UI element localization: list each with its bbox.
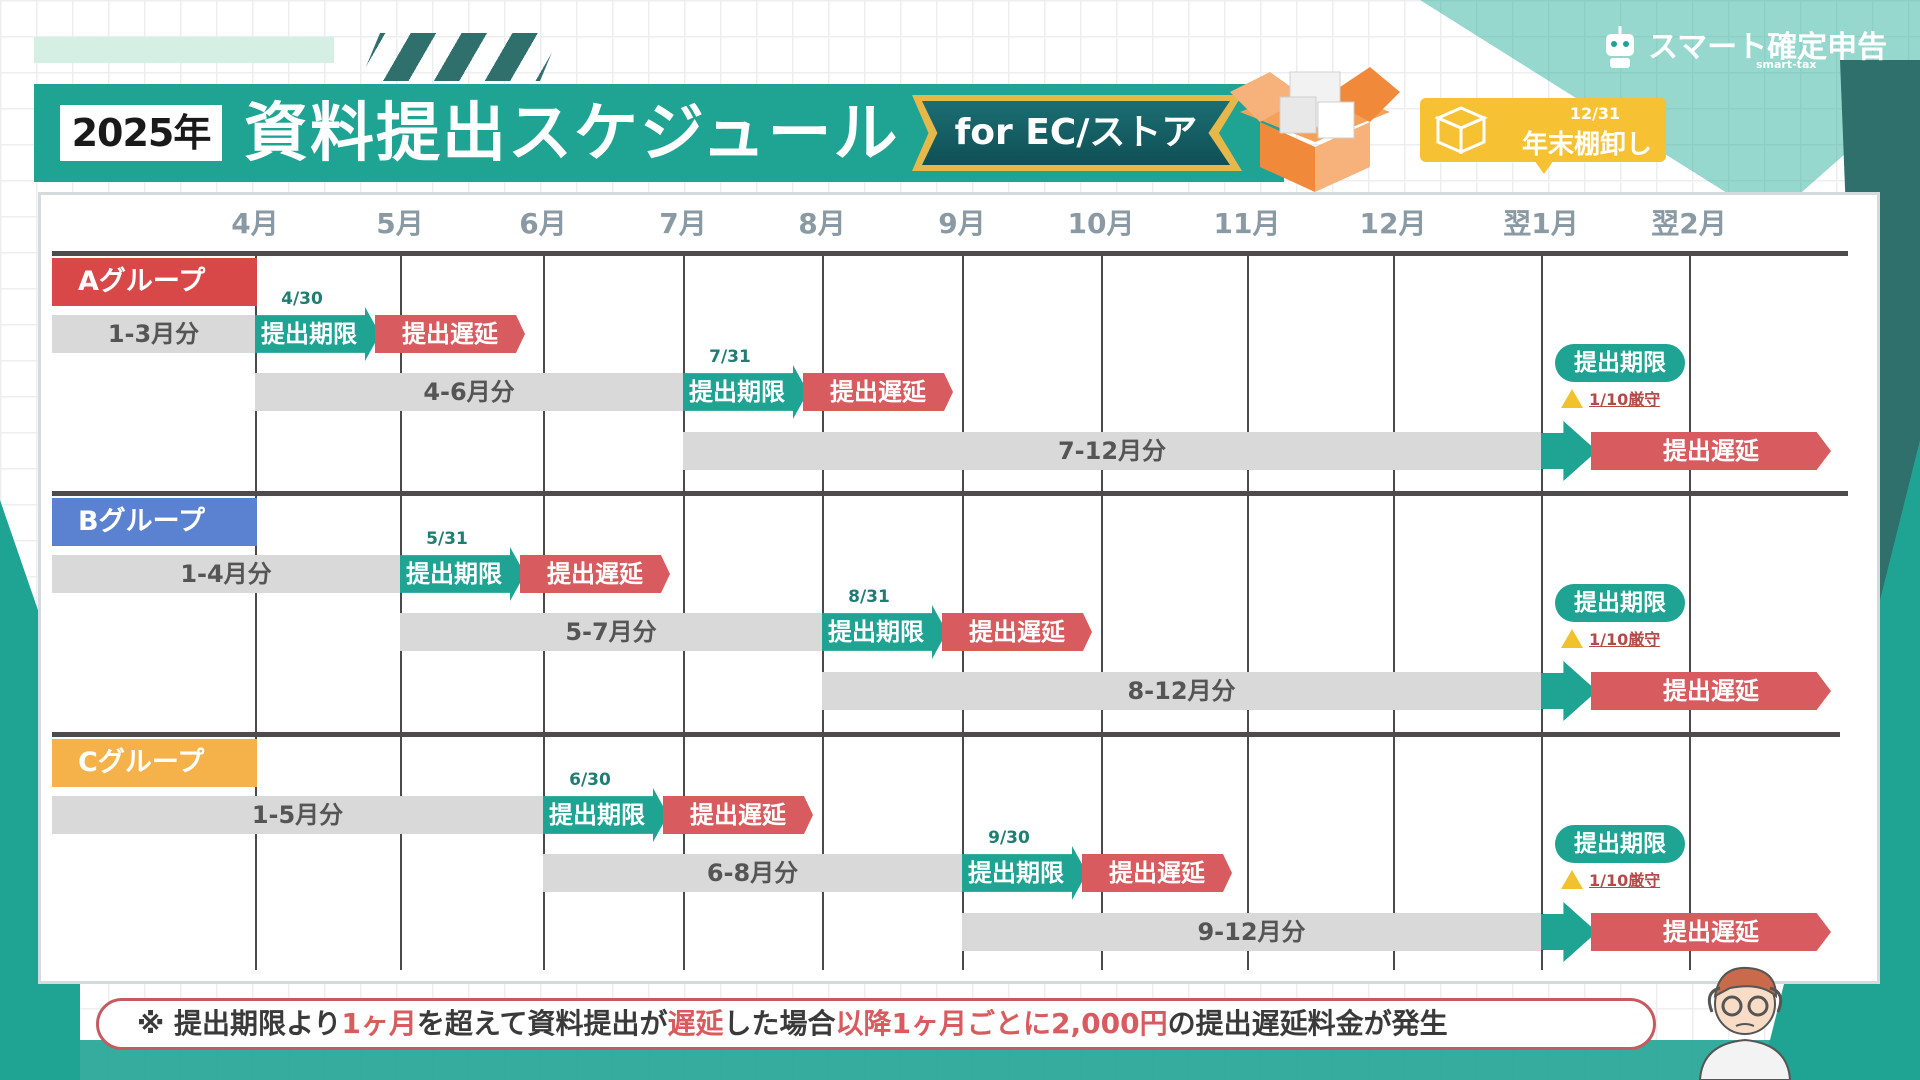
- deadline-date: 9/30: [988, 828, 1030, 848]
- note-text-3: した場合: [723, 1007, 836, 1040]
- box-icon: [1434, 106, 1488, 154]
- brand-name: スマート確定申告: [1648, 30, 1888, 65]
- note-highlight-late: 遅延: [667, 1007, 724, 1040]
- inventory-date: 12/31: [1569, 104, 1621, 123]
- late-arrow: 提出遅延: [663, 796, 813, 834]
- month-label: 10月: [1067, 207, 1135, 240]
- note-highlight-month: 1ヶ月: [341, 1007, 417, 1040]
- late-arrow: 提出遅延: [1082, 854, 1232, 892]
- period-bar: 7-12月分: [683, 432, 1541, 470]
- period-bar: 6-8月分: [543, 854, 962, 892]
- month-gridline: [1101, 255, 1103, 970]
- month-label: 9月: [938, 207, 986, 240]
- final-deadline-warning: 1/10厳守: [1561, 389, 1660, 411]
- period-bar: 1-3月分: [52, 315, 255, 353]
- month-gridline: [255, 255, 257, 970]
- final-late-arrow: 提出遅延: [1591, 432, 1831, 470]
- late-arrow: 提出遅延: [803, 373, 953, 411]
- late-arrow: 提出遅延: [375, 315, 525, 353]
- period-bar: 9-12月分: [962, 913, 1541, 951]
- month-label: 5月: [376, 207, 424, 240]
- late-fee-note: ※ 提出期限より1ヶ月を超えて資料提出が遅延した場合以降1ヶ月ごとに2,000円…: [96, 998, 1656, 1050]
- month-gridline: [962, 255, 964, 970]
- box-illustration: [1230, 67, 1400, 192]
- deadline-arrow: 提出期限: [962, 846, 1087, 900]
- month-label: 翌2月: [1651, 207, 1727, 240]
- deadline-date: 7/31: [709, 347, 751, 367]
- year-label: 2025年: [60, 105, 222, 161]
- page-title: 資料提出スケジュール: [244, 97, 900, 171]
- brand-subtitle: smart-tax: [1756, 58, 1817, 71]
- deadline-arrow: 提出期限: [822, 605, 947, 659]
- month-gridline: [400, 255, 402, 970]
- warning-icon: [1561, 389, 1583, 408]
- deadline-date: 6/30: [569, 770, 611, 790]
- deadline-arrow: 提出期限: [543, 788, 668, 842]
- period-bar: 1-5月分: [52, 796, 543, 834]
- late-arrow: 提出遅延: [942, 613, 1092, 651]
- note-text-4: の提出遅延料金が発生: [1167, 1007, 1448, 1040]
- final-late-arrow: 提出遅延: [1591, 672, 1831, 710]
- month-label: 11月: [1213, 207, 1281, 240]
- group-separator: [52, 251, 1848, 256]
- month-label: 12月: [1359, 207, 1427, 240]
- month-gridline: [1689, 255, 1691, 970]
- note-text-2: を超えて資料提出が: [416, 1007, 668, 1040]
- month-label: 4月: [231, 207, 279, 240]
- month-gridline: [1247, 255, 1249, 970]
- period-bar: 5-7月分: [400, 613, 822, 651]
- group-label: Bグループ: [52, 498, 257, 546]
- group-label: Aグループ: [52, 258, 257, 306]
- final-deadline-pill: 提出期限: [1555, 825, 1685, 863]
- note-mark: ※: [137, 1007, 174, 1040]
- decorative-band: [34, 37, 334, 63]
- group-separator: [52, 491, 1848, 496]
- month-gridline: [1393, 255, 1395, 970]
- month-gridline: [683, 255, 685, 970]
- audience-badge: for EC/ストア: [922, 101, 1230, 165]
- month-gridline: [822, 255, 824, 970]
- deadline-arrow: 提出期限: [683, 365, 808, 419]
- group-label: Cグループ: [52, 739, 257, 787]
- person-illustration: [1698, 966, 1792, 1080]
- inventory-pointer: [1534, 160, 1554, 174]
- warning-text: 1/10厳守: [1589, 630, 1661, 649]
- inventory-label: 年末棚卸し: [1521, 130, 1652, 160]
- warning-text: 1/10厳守: [1589, 390, 1661, 409]
- note-highlight-fee: 以降1ヶ月ごとに2,000円: [835, 1007, 1168, 1040]
- deadline-date: 4/30: [281, 289, 323, 309]
- final-deadline-pill: 提出期限: [1555, 584, 1685, 622]
- note-text-1: 提出期限より: [173, 1007, 342, 1040]
- month-label: 翌1月: [1503, 207, 1579, 240]
- final-deadline-warning: 1/10厳守: [1561, 870, 1660, 892]
- final-deadline-warning: 1/10厳守: [1561, 629, 1660, 651]
- month-gridline: [1541, 255, 1543, 970]
- period-bar: 1-4月分: [52, 555, 400, 593]
- deadline-arrow: 提出期限: [400, 547, 525, 601]
- robot-logo-icon: [1606, 26, 1634, 68]
- warning-text: 1/10厳守: [1589, 871, 1661, 890]
- deadline-arrow: 提出期限: [255, 307, 380, 361]
- group-separator: [52, 732, 1840, 737]
- decorative-stripes: [360, 33, 560, 81]
- month-label: 7月: [659, 207, 707, 240]
- month-gridline: [543, 255, 545, 970]
- period-bar: 4-6月分: [255, 373, 683, 411]
- month-label: 8月: [798, 207, 846, 240]
- year-end-inventory-card: 12/31 年末棚卸し: [1420, 98, 1666, 162]
- warning-icon: [1561, 870, 1583, 889]
- month-label: 6月: [519, 207, 567, 240]
- period-bar: 8-12月分: [822, 672, 1541, 710]
- warning-icon: [1561, 629, 1583, 648]
- deadline-date: 5/31: [426, 529, 468, 549]
- final-late-arrow: 提出遅延: [1591, 913, 1831, 951]
- late-arrow: 提出遅延: [520, 555, 670, 593]
- deadline-date: 8/31: [848, 587, 890, 607]
- final-deadline-pill: 提出期限: [1555, 344, 1685, 382]
